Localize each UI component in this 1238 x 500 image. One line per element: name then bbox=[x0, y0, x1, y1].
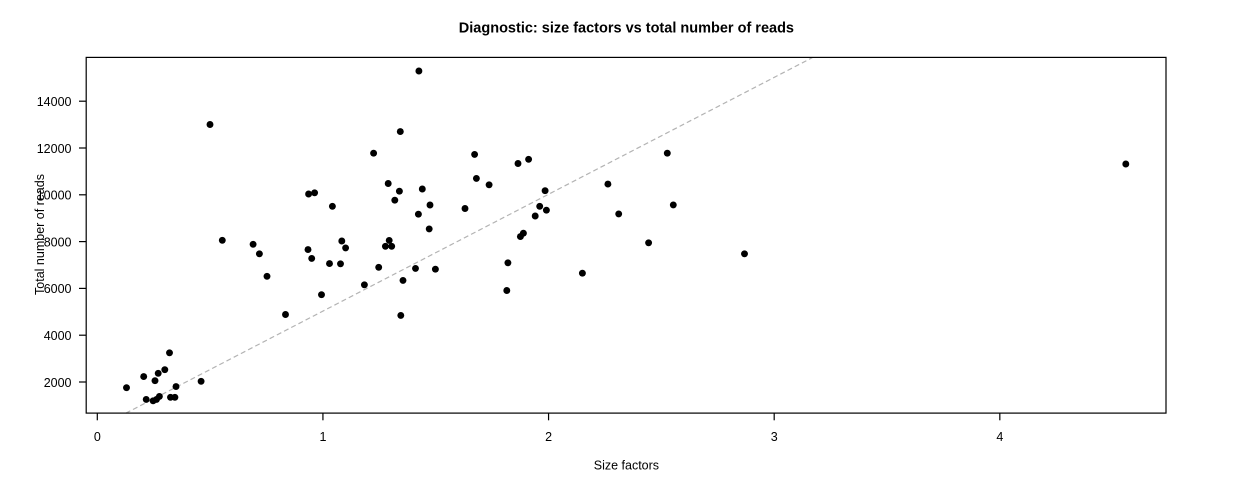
svg-text:0: 0 bbox=[94, 430, 101, 444]
svg-text:12000: 12000 bbox=[37, 142, 72, 156]
svg-text:3: 3 bbox=[771, 430, 778, 444]
svg-text:6000: 6000 bbox=[44, 282, 72, 296]
svg-text:Diagnostic: size factors vs to: Diagnostic: size factors vs total number… bbox=[459, 21, 794, 37]
svg-text:Size factors: Size factors bbox=[594, 459, 659, 473]
svg-text:Total number of reads: Total number of reads bbox=[33, 174, 47, 295]
svg-text:4: 4 bbox=[996, 430, 1003, 444]
svg-text:2: 2 bbox=[545, 430, 552, 444]
svg-text:4000: 4000 bbox=[44, 329, 72, 343]
svg-text:1: 1 bbox=[319, 430, 326, 444]
svg-text:2000: 2000 bbox=[44, 376, 72, 390]
svg-text:8000: 8000 bbox=[44, 235, 72, 249]
svg-text:14000: 14000 bbox=[37, 95, 72, 109]
svg-text:10000: 10000 bbox=[37, 189, 72, 203]
